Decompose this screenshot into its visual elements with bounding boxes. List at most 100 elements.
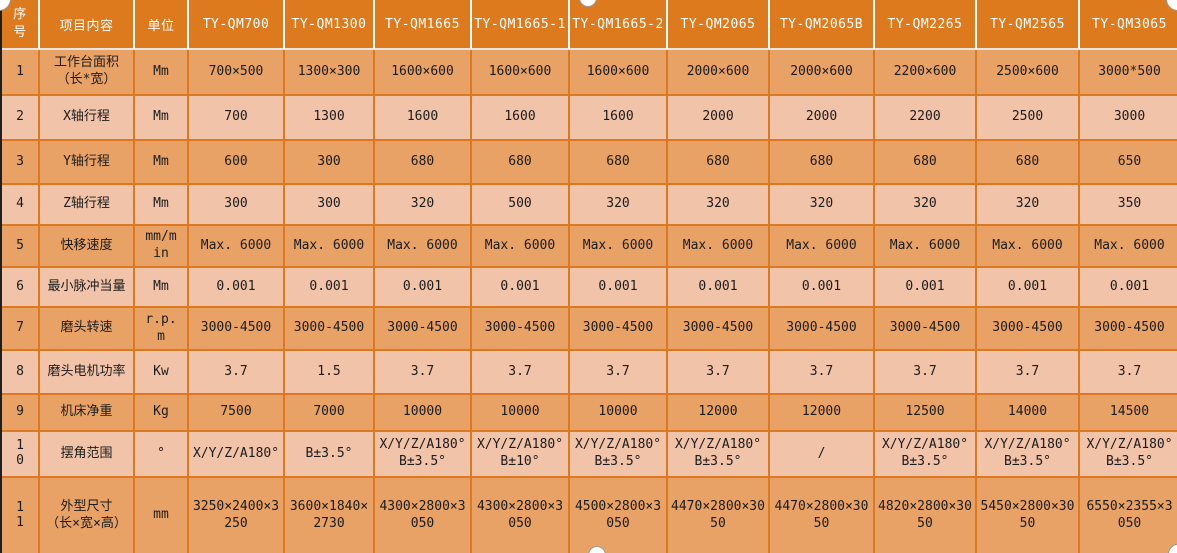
header-model-8: TY-QM2565 — [977, 0, 1080, 50]
value-cell: 3000-4500 — [875, 308, 977, 351]
value-cell: 2000 — [668, 96, 770, 141]
value-cell: 4300×2800×3050 — [472, 478, 570, 553]
unit-cell: Mm — [135, 268, 189, 308]
table-row: 5 快移速度 mm/min Max. 6000 Max. 6000 Max. 6000 Ma… — [2, 226, 1177, 268]
row-number-cell: 8 — [2, 351, 40, 395]
value-cell: / — [770, 432, 875, 478]
value-cell: Max. 6000 — [1080, 226, 1177, 268]
row-number-cell: 3 — [2, 141, 40, 185]
value-cell: 3000-4500 — [668, 308, 770, 351]
value-cell: 350 — [1080, 185, 1177, 226]
item-name-cell: 工作台面积 （长*宽） — [40, 50, 135, 96]
item-name-cell: 磨头转速 — [40, 308, 135, 351]
value-cell: 300 — [285, 185, 375, 226]
value-cell: Max. 6000 — [977, 226, 1080, 268]
item-name-cell: X轴行程 — [40, 96, 135, 141]
value-cell: 650 — [1080, 141, 1177, 185]
unit-cell: Mm — [135, 141, 189, 185]
value-cell: 3.7 — [472, 351, 570, 395]
table-row: 10 摆角范围 ° X/Y/Z/A180° B±3.5° X/Y/Z/A180° B±3.… — [2, 432, 1177, 478]
item-name-cell: 快移速度 — [40, 226, 135, 268]
unit-cell: Kw — [135, 351, 189, 395]
table-row: 8 磨头电机功率 Kw 3.7 1.5 3.7 3.7 3.7 3.7 3.7 3.7 3.7 3.7 — [2, 351, 1177, 395]
item-name-cell: 磨头电机功率 — [40, 351, 135, 395]
table-row: 11 外型尺寸 （长×宽×高） mm 3250×2400×3250 3600×1840×… — [2, 478, 1177, 553]
unit-cell: mm — [135, 478, 189, 553]
value-cell: 3.7 — [1080, 351, 1177, 395]
item-name-cell: 机床净重 — [40, 395, 135, 432]
table-resize-handle-bottom-right[interactable] — [1168, 544, 1177, 553]
unit-cell: Kg — [135, 395, 189, 432]
value-cell: 320 — [770, 185, 875, 226]
value-cell: 3.7 — [375, 351, 472, 395]
table-row: 2 X轴行程 Mm 700 1300 1600 1600 1600 2000 2000 2200 25… — [2, 96, 1177, 141]
value-cell: 10000 — [570, 395, 668, 432]
value-cell: 1600×600 — [570, 50, 668, 96]
value-cell: 4470×2800×3050 — [668, 478, 770, 553]
header-model-3: TY-QM1665-1 — [472, 0, 570, 50]
value-cell: 2000 — [770, 96, 875, 141]
table-row: 4 Z轴行程 Mm 300 300 320 500 320 320 320 320 320 350 — [2, 185, 1177, 226]
value-cell: 320 — [375, 185, 472, 226]
value-cell: 680 — [770, 141, 875, 185]
value-cell: 6550×2355×3050 — [1080, 478, 1177, 553]
unit-cell: ° — [135, 432, 189, 478]
value-cell: 3.7 — [977, 351, 1080, 395]
table-row: 7 磨头转速 r.p.m 3000-4500 3000-4500 3000-4500 300… — [2, 308, 1177, 351]
value-cell: 0.001 — [1080, 268, 1177, 308]
value-cell: 0.001 — [570, 268, 668, 308]
value-cell: 3000-4500 — [285, 308, 375, 351]
value-cell: 600 — [189, 141, 285, 185]
value-cell: 2000×600 — [770, 50, 875, 96]
value-cell: 1600×600 — [375, 50, 472, 96]
value-cell: 2200×600 — [875, 50, 977, 96]
value-cell: 3000-4500 — [770, 308, 875, 351]
table-row: 6 最小脉冲当量 Mm 0.001 0.001 0.001 0.001 0.001 0.001 0… — [2, 268, 1177, 308]
unit-cell: r.p.m — [135, 308, 189, 351]
value-cell: Max. 6000 — [285, 226, 375, 268]
value-cell: Max. 6000 — [770, 226, 875, 268]
value-cell: 7000 — [285, 395, 375, 432]
row-number-cell: 10 — [2, 432, 40, 478]
value-cell: 300 — [189, 185, 285, 226]
value-cell: 14000 — [977, 395, 1080, 432]
row-number-cell: 9 — [2, 395, 40, 432]
value-cell: X/Y/Z/A180° B±3.5° — [977, 432, 1080, 478]
value-cell: 12500 — [875, 395, 977, 432]
unit-cell: mm/min — [135, 226, 189, 268]
value-cell: Max. 6000 — [189, 226, 285, 268]
value-cell: 3.7 — [875, 351, 977, 395]
value-cell: 1600 — [472, 96, 570, 141]
value-cell: 0.001 — [375, 268, 472, 308]
value-cell: 10000 — [472, 395, 570, 432]
value-cell: 320 — [668, 185, 770, 226]
value-cell: 700 — [189, 96, 285, 141]
value-cell: 12000 — [668, 395, 770, 432]
value-cell: 0.001 — [285, 268, 375, 308]
header-model-6: TY-QM2065B — [770, 0, 875, 50]
row-number-cell: 5 — [2, 226, 40, 268]
header-model-1: TY-QM1300 — [285, 0, 375, 50]
value-cell: 7500 — [189, 395, 285, 432]
value-cell: X/Y/Z/A180° B±3.5° — [875, 432, 977, 478]
value-cell: 1.5 — [285, 351, 375, 395]
spec-table-body: 1 工作台面积 （长*宽） Mm 700×500 1300×300 1600×600 160… — [2, 50, 1177, 553]
value-cell: 680 — [977, 141, 1080, 185]
header-model-5: TY-QM2065 — [668, 0, 770, 50]
value-cell: 4300×2800×3050 — [375, 478, 472, 553]
value-cell: 3000-4500 — [570, 308, 668, 351]
unit-cell: Mm — [135, 185, 189, 226]
value-cell: 3000 — [1080, 96, 1177, 141]
value-cell: 3600×1840×2730 — [285, 478, 375, 553]
row-number-cell: 6 — [2, 268, 40, 308]
value-cell: 1300×300 — [285, 50, 375, 96]
value-cell: 320 — [875, 185, 977, 226]
value-cell: Max. 6000 — [375, 226, 472, 268]
header-model-9: TY-QM3065 — [1080, 0, 1177, 50]
value-cell: 4470×2800×3050 — [770, 478, 875, 553]
value-cell: X/Y/Z/A180° B±3.5° — [375, 432, 472, 478]
value-cell: 2000×600 — [668, 50, 770, 96]
value-cell: 3000-4500 — [1080, 308, 1177, 351]
header-item: 项目内容 — [40, 0, 135, 50]
value-cell: Max. 6000 — [668, 226, 770, 268]
